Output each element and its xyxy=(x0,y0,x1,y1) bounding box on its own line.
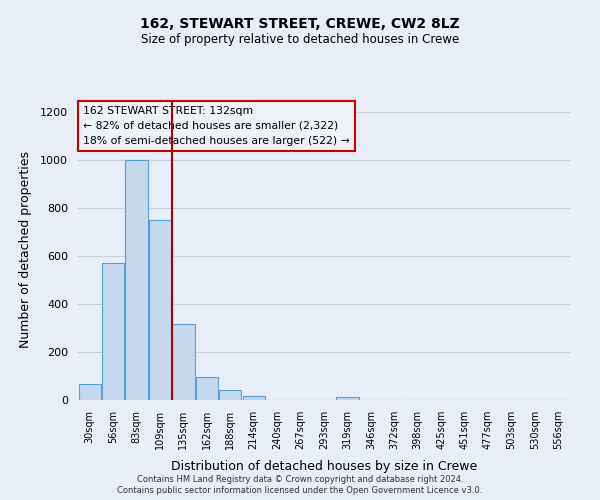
Bar xyxy=(102,263,124,400)
X-axis label: Distribution of detached houses by size in Crewe: Distribution of detached houses by size … xyxy=(171,460,477,473)
Bar xyxy=(149,220,171,400)
Text: Contains HM Land Registry data © Crown copyright and database right 2024.: Contains HM Land Registry data © Crown c… xyxy=(137,475,463,484)
Text: 162, STEWART STREET, CREWE, CW2 8LZ: 162, STEWART STREET, CREWE, CW2 8LZ xyxy=(140,18,460,32)
Bar xyxy=(242,396,265,400)
Text: Contains public sector information licensed under the Open Government Licence v3: Contains public sector information licen… xyxy=(118,486,482,495)
Bar xyxy=(125,160,148,400)
Text: 162 STEWART STREET: 132sqm
← 82% of detached houses are smaller (2,322)
18% of s: 162 STEWART STREET: 132sqm ← 82% of deta… xyxy=(83,106,350,146)
Y-axis label: Number of detached properties: Number of detached properties xyxy=(19,152,32,348)
Bar xyxy=(172,324,194,400)
Bar xyxy=(196,377,218,400)
Text: Size of property relative to detached houses in Crewe: Size of property relative to detached ho… xyxy=(141,32,459,46)
Bar xyxy=(79,384,101,400)
Bar xyxy=(219,390,241,400)
Bar xyxy=(337,397,359,400)
